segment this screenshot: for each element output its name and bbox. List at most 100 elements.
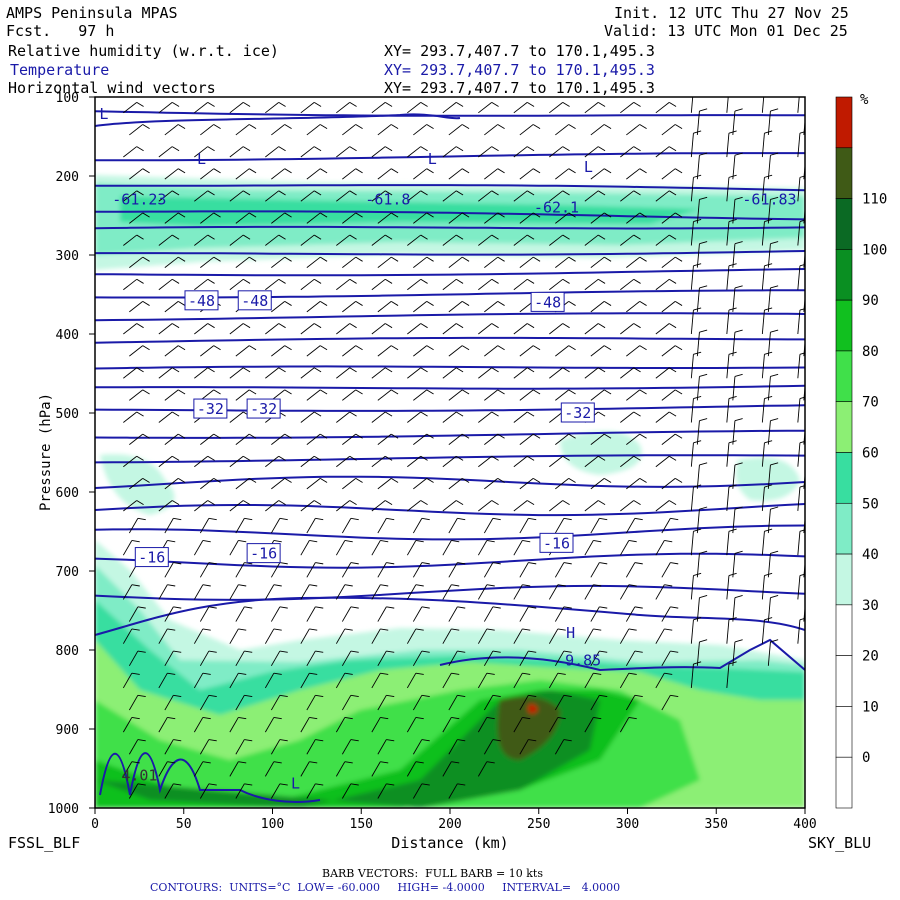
wind-barb-flag [278, 367, 286, 373]
wind-barb-shaft [235, 389, 250, 401]
wind-barb-flag [492, 606, 501, 609]
wind-barb-flag [213, 433, 221, 439]
wind-barb-flag [137, 517, 146, 521]
wind-barb-shaft [270, 783, 281, 799]
wind-barb-flag [764, 219, 773, 223]
wind-barb-shaft [590, 212, 605, 224]
wind-barb-shaft [555, 212, 570, 224]
wind-barb-flag [244, 606, 253, 609]
wind-barb-flag [136, 411, 144, 417]
wind-barb-shaft [519, 562, 529, 578]
wind-barb-shaft [519, 606, 529, 622]
wind-barb-shaft [199, 695, 210, 711]
wind-barb-shaft [128, 695, 139, 711]
wind-barb-flag [562, 234, 570, 240]
wind-barb-shaft [513, 672, 523, 689]
wind-barb-shaft [306, 256, 321, 268]
wind-barb-shaft [655, 455, 670, 468]
wind-barb-shaft [407, 278, 422, 291]
wind-barb-shaft [590, 124, 605, 136]
wind-barb-flag [391, 256, 399, 262]
wind-barb-shaft [341, 562, 352, 578]
wind-barb-shaft [620, 455, 635, 468]
wind-barb-flag [598, 278, 606, 284]
wind-barb-shaft [413, 433, 428, 445]
wind-barb-shaft [300, 584, 310, 600]
wind-barb-shaft [371, 190, 386, 202]
wind-barb-flag [456, 278, 464, 284]
wind-barb-shaft [590, 650, 600, 667]
wind-barb-shaft [620, 101, 635, 114]
wind-barb-shaft [655, 190, 670, 202]
wind-barb-flag [693, 174, 702, 178]
wind-barb-shaft [484, 124, 499, 136]
wind-barb-shaft [442, 584, 452, 600]
colorbar-swatch [835, 96, 853, 149]
wind-barb-flag [806, 286, 814, 288]
wind-barb-flag [208, 783, 217, 786]
wind-barb-flag [355, 212, 363, 218]
wind-barb-flag [279, 606, 288, 609]
wind-barb-shaft [158, 500, 173, 512]
wind-barb-shaft [300, 717, 310, 733]
wind-barb-shaft [406, 628, 417, 644]
wind-barb-shaft [235, 695, 245, 711]
wind-barb-flag [178, 301, 186, 306]
wind-barb-flag [136, 101, 144, 107]
wind-barb-flag [497, 389, 505, 395]
wind-barb-shaft [690, 177, 694, 202]
wind-barb-flag [451, 716, 460, 720]
wind-barb-shaft [377, 783, 387, 799]
contour-label-box [560, 402, 595, 423]
wind-barb-flag [670, 562, 679, 565]
isotherm [95, 152, 805, 162]
wind-barb-shaft [690, 663, 694, 688]
wind-barb-shaft [341, 739, 352, 755]
wind-barb-flag [806, 330, 814, 332]
wind-barb-shaft [620, 323, 635, 335]
wind-barb-flag [426, 345, 434, 351]
wind-barb-shaft [193, 761, 204, 777]
wind-barb-flag [278, 455, 286, 461]
wind-barb-shaft [513, 540, 523, 556]
wind-barb-flag [675, 433, 683, 439]
wind-barb-shaft [199, 606, 210, 622]
wind-barb-flag [314, 278, 322, 284]
wind-barb-shaft [483, 739, 494, 755]
wind-barb-shaft [265, 101, 280, 114]
wind-barb-shaft [448, 518, 458, 534]
wind-barb-flag [173, 739, 182, 742]
wind-barb-flag [497, 433, 505, 439]
wind-barb-flag [764, 440, 773, 444]
wind-barb-flag [391, 477, 399, 483]
contour-label: -48 [188, 292, 215, 310]
wind-barb-flag [593, 584, 602, 587]
wind-barb-flag [279, 694, 288, 698]
wind-barb-shaft [200, 345, 215, 357]
wind-barb-flag [243, 323, 251, 329]
wind-barb-flag [486, 761, 495, 764]
wind-barb-flag [491, 323, 499, 329]
wind-barb-shaft [235, 256, 250, 268]
wind-barb-flag [693, 395, 702, 400]
wind-barb-shaft [513, 367, 528, 379]
wind-barb-shaft [549, 367, 564, 379]
wind-barb-shaft [342, 389, 357, 401]
wind-barb-shaft [767, 420, 771, 445]
wind-barb-flag [568, 389, 576, 395]
contour-label-box [193, 398, 228, 419]
wind-barb-flag [693, 440, 702, 444]
wind-barb-shaft [158, 672, 168, 689]
wind-barb-flag [634, 562, 643, 565]
wind-barb-flag [628, 584, 637, 587]
wind-barb-flag [314, 146, 322, 152]
wind-barb-shaft [129, 345, 144, 357]
field-temp-label: Temperature [10, 61, 110, 79]
wind-barb-shaft [590, 518, 600, 534]
wind-barb-flag [734, 506, 743, 510]
isotherm [95, 503, 805, 517]
colorbar-swatch [835, 706, 853, 758]
wind-barb-flag [309, 628, 318, 631]
wind-barb-shaft [797, 398, 801, 423]
wind-barb-shaft [123, 190, 138, 202]
